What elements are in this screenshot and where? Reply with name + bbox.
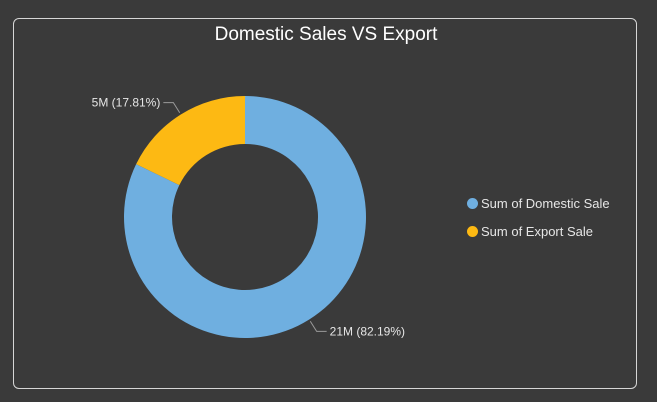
chart-card: Domestic Sales VS Export 21M (82.19%) 5M …	[13, 18, 637, 389]
data-labels: 21M (82.19%) 5M (17.81%)	[92, 96, 405, 339]
leader-line-domestic	[309, 320, 327, 332]
slice-export[interactable]	[136, 96, 245, 186]
legend: Sum of Domestic Sale Sum of Export Sale	[467, 194, 610, 250]
legend-item-domestic[interactable]: Sum of Domestic Sale	[467, 194, 610, 212]
legend-swatch-domestic	[467, 197, 478, 209]
legend-label-export: Sum of Export Sale	[481, 223, 593, 239]
data-label-export: 5M (17.81%)	[92, 96, 161, 110]
legend-label-domestic: Sum of Domestic Sale	[481, 195, 610, 211]
legend-swatch-export	[467, 225, 478, 237]
leader-line-export	[163, 102, 181, 114]
data-label-domestic: 21M (82.19%)	[330, 324, 405, 338]
chart-title: Domestic Sales VS Export	[214, 24, 438, 45]
donut-slices	[124, 96, 366, 338]
legend-item-export[interactable]: Sum of Export Sale	[467, 222, 610, 240]
slice-domestic[interactable]	[124, 96, 366, 338]
donut-chart: 21M (82.19%) 5M (17.81%)	[92, 96, 405, 339]
